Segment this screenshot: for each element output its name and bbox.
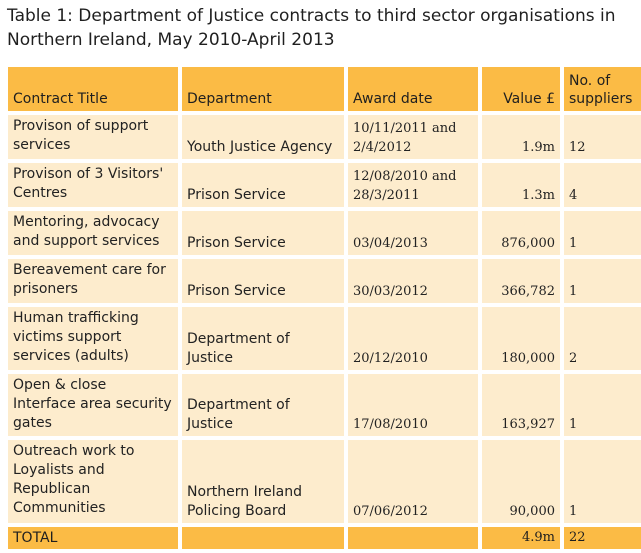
table-row: Mentoring, advocacy and support services… <box>8 211 641 255</box>
total-label: TOTAL <box>8 527 178 549</box>
award-date-cell: 12/08/2010 and 28/3/2011 <box>348 163 478 207</box>
header-suppliers: No. of suppliers <box>564 67 641 111</box>
contract-title-cell: Mentoring, advocacy and support services <box>8 211 178 255</box>
department-cell: Department of Justice <box>182 374 344 436</box>
department-cell: Northern Ireland Policing Board <box>182 440 344 523</box>
total-empty-cell <box>182 527 344 549</box>
value-cell: 180,000 <box>482 307 560 370</box>
table-row: Provison of support services Youth Justi… <box>8 115 641 159</box>
department-cell: Prison Service <box>182 163 344 207</box>
value-cell: 366,782 <box>482 259 560 303</box>
contract-title-cell: Bereavement care for prisoners <box>8 259 178 303</box>
value-cell: 90,000 <box>482 440 560 523</box>
contract-title-cell: Open & close Interface area security gat… <box>8 374 178 436</box>
contract-title-cell: Outreach work to Loyalists and Republica… <box>8 440 178 523</box>
value-cell: 1.3m <box>482 163 560 207</box>
department-cell: Prison Service <box>182 211 344 255</box>
department-cell: Department of Justice <box>182 307 344 370</box>
value-cell: 876,000 <box>482 211 560 255</box>
table-caption: Table 1: Department of Justice contracts… <box>7 6 616 50</box>
table-row: Open & close Interface area security gat… <box>8 374 641 436</box>
header-value: Value £ <box>482 67 560 111</box>
header-contract-title: Contract Title <box>8 67 178 111</box>
department-cell: Youth Justice Agency <box>182 115 344 159</box>
award-date-cell: 03/04/2013 <box>348 211 478 255</box>
contracts-table: Contract Title Department Award date Val… <box>4 63 641 553</box>
suppliers-cell: 2 <box>564 307 641 370</box>
table-row: Bereavement care for prisoners Prison Se… <box>8 259 641 303</box>
value-cell: 1.9m <box>482 115 560 159</box>
suppliers-cell: 1 <box>564 211 641 255</box>
table-row: Outreach work to Loyalists and Republica… <box>8 440 641 523</box>
contract-title-cell: Provison of 3 Visitors' Centres <box>8 163 178 207</box>
table-row: Human trafficking victims support servic… <box>8 307 641 370</box>
award-date-cell: 17/08/2010 <box>348 374 478 436</box>
contract-title-cell: Human trafficking victims support servic… <box>8 307 178 370</box>
award-date-cell: 20/12/2010 <box>348 307 478 370</box>
award-date-cell: 10/11/2011 and 2/4/2012 <box>348 115 478 159</box>
table-row: Provison of 3 Visitors' Centres Prison S… <box>8 163 641 207</box>
suppliers-cell: 1 <box>564 259 641 303</box>
header-row: Contract Title Department Award date Val… <box>8 67 641 111</box>
award-date-cell: 07/06/2012 <box>348 440 478 523</box>
suppliers-cell: 4 <box>564 163 641 207</box>
total-value: 4.9m <box>482 527 560 549</box>
value-cell: 163,927 <box>482 374 560 436</box>
total-empty-cell <box>348 527 478 549</box>
header-award-date: Award date <box>348 67 478 111</box>
suppliers-cell: 1 <box>564 374 641 436</box>
department-cell: Prison Service <box>182 259 344 303</box>
total-suppliers: 22 <box>564 527 641 549</box>
header-department: Department <box>182 67 344 111</box>
suppliers-cell: 12 <box>564 115 641 159</box>
award-date-cell: 30/03/2012 <box>348 259 478 303</box>
contract-title-cell: Provison of support services <box>8 115 178 159</box>
total-row: TOTAL 4.9m 22 <box>8 527 641 549</box>
suppliers-cell: 1 <box>564 440 641 523</box>
